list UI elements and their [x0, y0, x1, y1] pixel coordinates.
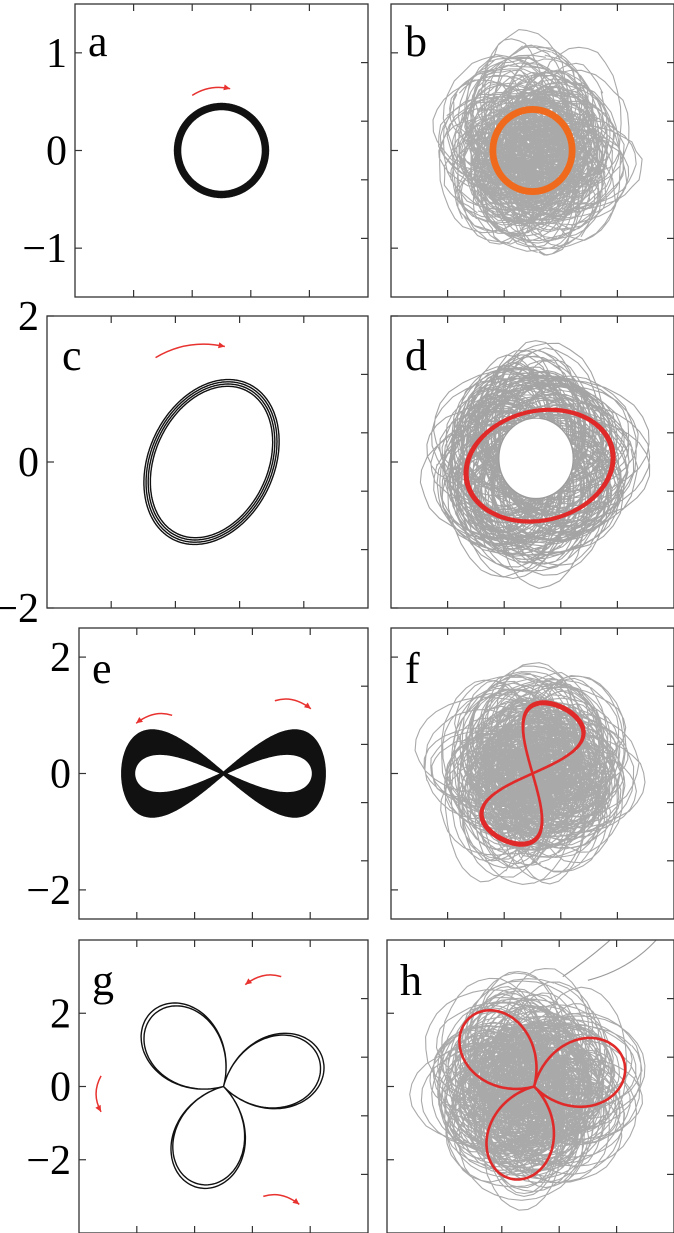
panel-label-a: a [88, 17, 108, 66]
direction-arrowhead-a-0 [223, 84, 231, 91]
panel-a: 1 0 −1 a [22, 3, 369, 298]
ytick-label-g-1: 0 [50, 1065, 71, 1111]
ytick-label-e-1: 0 [50, 752, 71, 798]
ytick-label-c-0: 2 [18, 294, 39, 340]
direction-arrowhead-g-1 [95, 1104, 102, 1112]
main-curve-h [458, 1009, 627, 1181]
panel-label-g: g [92, 956, 114, 1005]
panel-label-e: e [92, 644, 112, 693]
escaping-trajectory-h [562, 940, 657, 981]
panel-d: d [390, 315, 674, 609]
plot-area-g [140, 1002, 325, 1190]
ytick-label-e-0: 2 [50, 635, 71, 681]
panel-b: b [390, 3, 674, 298]
panel-g: 2 0 −2 g [26, 939, 369, 1233]
panel-c: 2 0 −2 c [0, 294, 369, 632]
panel-frame-c [46, 315, 369, 609]
background-trajectories-h [409, 968, 646, 1211]
panel-h: h [386, 939, 674, 1233]
ytick-label-c-2: −2 [0, 586, 39, 632]
main-curve-f [479, 700, 586, 847]
panel-e: 2 0 −2 e [26, 627, 369, 920]
direction-arrowhead-g-0 [245, 978, 253, 985]
plot-area-d [419, 340, 651, 589]
panel-label-d: d [405, 331, 427, 380]
plot-area-e [121, 729, 326, 818]
panel-label-f: f [405, 644, 420, 693]
ytick-label-a-0: 1 [46, 31, 67, 77]
background-trajectories-b [432, 29, 643, 256]
main-curve-g [140, 1002, 325, 1190]
plot-area-a [173, 102, 270, 199]
ytick-label-a-1: 0 [46, 129, 67, 175]
main-curve-d [463, 407, 616, 524]
direction-arrowhead-e-0 [304, 702, 311, 709]
direction-arrowhead-c-0 [218, 342, 225, 349]
panel-f: f [390, 627, 674, 920]
main-curve-a [173, 102, 270, 199]
panel-label-h: h [400, 956, 422, 1005]
plot-area-b [432, 29, 643, 256]
plot-area-h [409, 940, 657, 1211]
main-curve-b [489, 106, 576, 195]
plot-area-c [143, 378, 280, 546]
plot-area-f [414, 662, 646, 885]
panel-label-c: c [62, 331, 82, 380]
direction-arrowhead-g-2 [292, 1198, 300, 1205]
panel-frame-a [74, 3, 369, 298]
ring-hole-d [498, 417, 574, 500]
ytick-label-e-2: −2 [26, 868, 71, 914]
direction-arrow-c-0 [155, 343, 226, 359]
main-curve-c [143, 378, 280, 546]
ytick-label-a-2: −1 [22, 226, 67, 272]
ytick-label-c-1: 0 [18, 440, 39, 486]
ytick-label-g-0: 2 [50, 991, 71, 1037]
ytick-label-g-2: −2 [26, 1138, 71, 1184]
main-curve-e [121, 729, 326, 818]
direction-arrowhead-e-1 [136, 717, 143, 724]
panel-label-b: b [405, 17, 427, 66]
